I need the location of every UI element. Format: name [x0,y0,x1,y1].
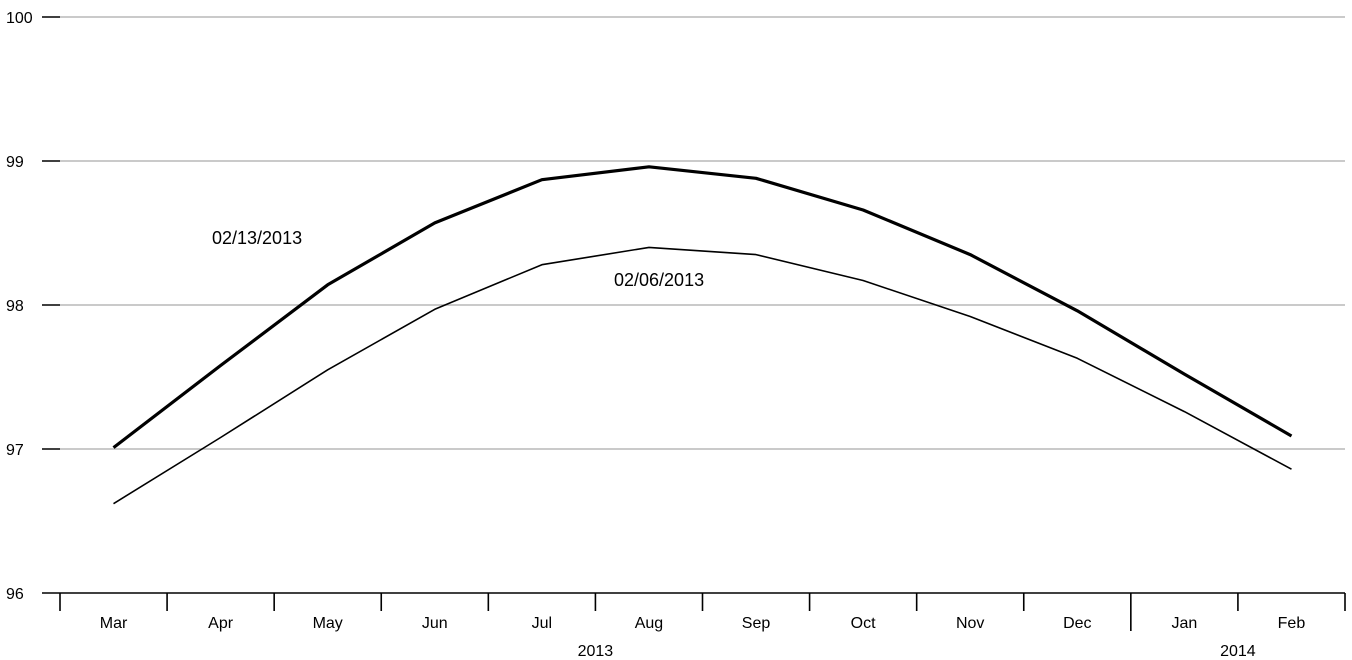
x-tick-label-jan: Jan [1171,615,1197,632]
x-tick-label-oct: Oct [851,615,876,632]
series-label-02-06-2013: 02/06/2013 [614,270,704,290]
y-tick-label: 97 [6,442,24,459]
x-tick-label-jun: Jun [422,615,448,632]
y-tick-label: 100 [6,10,33,27]
x-tick-label-nov: Nov [956,615,984,632]
gridlines [60,16,1345,450]
series-label-02-13-2013: 02/13/2013 [212,228,302,248]
x-axis: Mar Apr May Jun Jul Aug Sep Oct Nov Dec Jan Feb 2013… [59,592,1346,660]
series-labels: 02/13/2013 02/06/2013 [212,228,704,290]
x-tick-label-mar: Mar [100,615,128,632]
x-tick-label-dec: Dec [1063,615,1091,632]
y-tick-label: 99 [6,154,24,171]
year-label-2014: 2014 [1220,643,1256,660]
x-tick-label-jul: Jul [532,615,552,632]
series-line-02-13-2013 [112,165,1293,449]
x-tick-label-aug: Aug [635,615,663,632]
x-tick-label-feb: Feb [1278,615,1306,632]
x-tick-label-sep: Sep [742,615,771,632]
series-lines [112,165,1293,505]
series-line-02-06-2013 [113,246,1292,505]
x-tick-label-may: May [313,615,343,632]
year-label-2013: 2013 [578,643,614,660]
y-axis: 96 97 98 99 100 [6,10,60,603]
x-tick-label-apr: Apr [208,615,234,632]
y-tick-label: 96 [6,586,24,603]
y-tick-label: 98 [6,298,24,315]
